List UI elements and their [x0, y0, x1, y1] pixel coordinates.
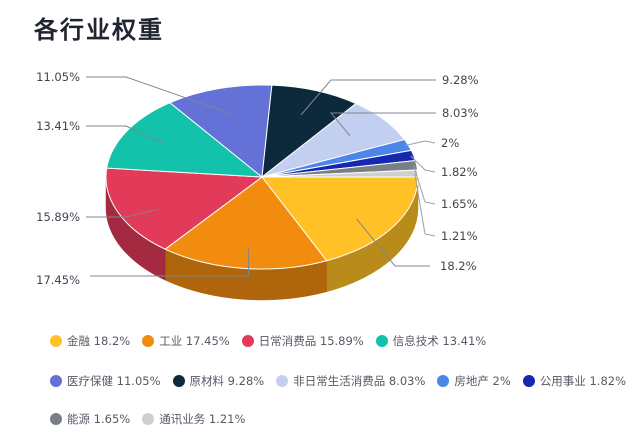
leader-line-8	[410, 155, 436, 173]
legend-dot-icon	[50, 335, 62, 347]
data-label-0: 18.2%	[440, 259, 477, 273]
legend-label: 原材料 9.28%	[189, 374, 265, 388]
pie-slice-10	[261, 169, 419, 178]
leader-line-4	[86, 76, 231, 114]
legend-dot-icon	[437, 375, 450, 387]
legend-dot-icon	[241, 335, 254, 347]
legend-dot-icon	[142, 335, 155, 347]
pie-slice-1	[164, 176, 328, 270]
legend-item[interactable]: 房地产 2%	[437, 373, 511, 389]
legend-row-3: 能源 1.65% 通讯业务 1.21%	[50, 411, 257, 427]
legend-label: 房地产 2%	[454, 374, 511, 388]
legend-label: 工业 17.45%	[159, 334, 230, 348]
legend-item[interactable]: 日常消费品 15.89%	[241, 333, 364, 349]
pie-slice-2	[105, 167, 264, 250]
legend-item[interactable]: 医疗保健 11.05%	[50, 373, 161, 389]
pie-slice-5	[261, 84, 357, 179]
leader-line-5	[300, 79, 436, 116]
legend-dot-icon	[50, 375, 62, 387]
data-label-2: 15.89%	[36, 210, 80, 224]
legend-row-1: 金融 18.2% 工业 17.45% 日常消费品 15.89% 信息技术 13.41%	[50, 333, 498, 349]
legend-item[interactable]: 信息技术 13.41%	[375, 333, 487, 349]
legend-dot-icon	[172, 375, 185, 387]
data-label-9: 1.65%	[441, 197, 478, 211]
legend-item[interactable]: 金融 18.2%	[50, 333, 130, 349]
legend-label: 日常消费品 15.89%	[258, 334, 364, 348]
data-label-4: 11.05%	[36, 70, 80, 84]
legend-label: 通讯业务 1.21%	[159, 412, 246, 426]
legend-label: 金融 18.2%	[67, 334, 131, 348]
leader-line-7	[405, 140, 436, 146]
legend-dot-icon	[276, 375, 289, 387]
legend-label: 信息技术 13.41%	[392, 334, 487, 348]
pie-slice-4	[169, 84, 273, 178]
leader-line-1	[90, 248, 249, 277]
data-label-5: 9.28%	[442, 73, 479, 87]
legend-dot-icon	[142, 413, 155, 425]
legend-dot-icon	[522, 375, 535, 387]
legend-label: 公用事业 1.82%	[539, 374, 627, 388]
legend-item[interactable]: 通讯业务 1.21%	[142, 411, 245, 427]
pie-slice-3	[106, 102, 264, 178]
legend-row-2: 医疗保健 11.05% 原材料 9.28% 非日常生活消费品 8.03% 房地产 2%…	[50, 373, 638, 389]
legend-dot-icon	[50, 413, 62, 425]
leader-line-0	[356, 218, 430, 267]
legend-label: 能源 1.65%	[67, 412, 131, 426]
legend-item[interactable]: 公用事业 1.82%	[522, 373, 627, 389]
data-label-10: 1.21%	[441, 229, 478, 243]
legend-item[interactable]: 原材料 9.28%	[172, 373, 265, 389]
legend-item[interactable]: 非日常生活消费品 8.03%	[276, 373, 425, 389]
leader-line-10	[414, 173, 436, 237]
data-label-1: 17.45%	[36, 273, 80, 287]
leader-line-9	[413, 165, 436, 205]
leader-line-3	[86, 125, 165, 145]
legend-label: 非日常生活消费品 8.03%	[293, 374, 426, 388]
leader-line-2	[86, 208, 159, 218]
data-label-3: 13.41%	[36, 119, 80, 133]
legend-dot-icon	[375, 335, 388, 347]
legend-item[interactable]: 能源 1.65%	[50, 411, 130, 427]
chart-title: 各行业权重	[34, 16, 164, 44]
data-label-7: 2%	[441, 136, 459, 150]
data-label-8: 1.82%	[441, 165, 478, 179]
legend-item[interactable]: 工业 17.45%	[142, 333, 230, 349]
data-label-6: 8.03%	[442, 106, 479, 120]
legend-label: 医疗保健 11.05%	[67, 374, 161, 388]
leader-line-6	[329, 112, 436, 137]
